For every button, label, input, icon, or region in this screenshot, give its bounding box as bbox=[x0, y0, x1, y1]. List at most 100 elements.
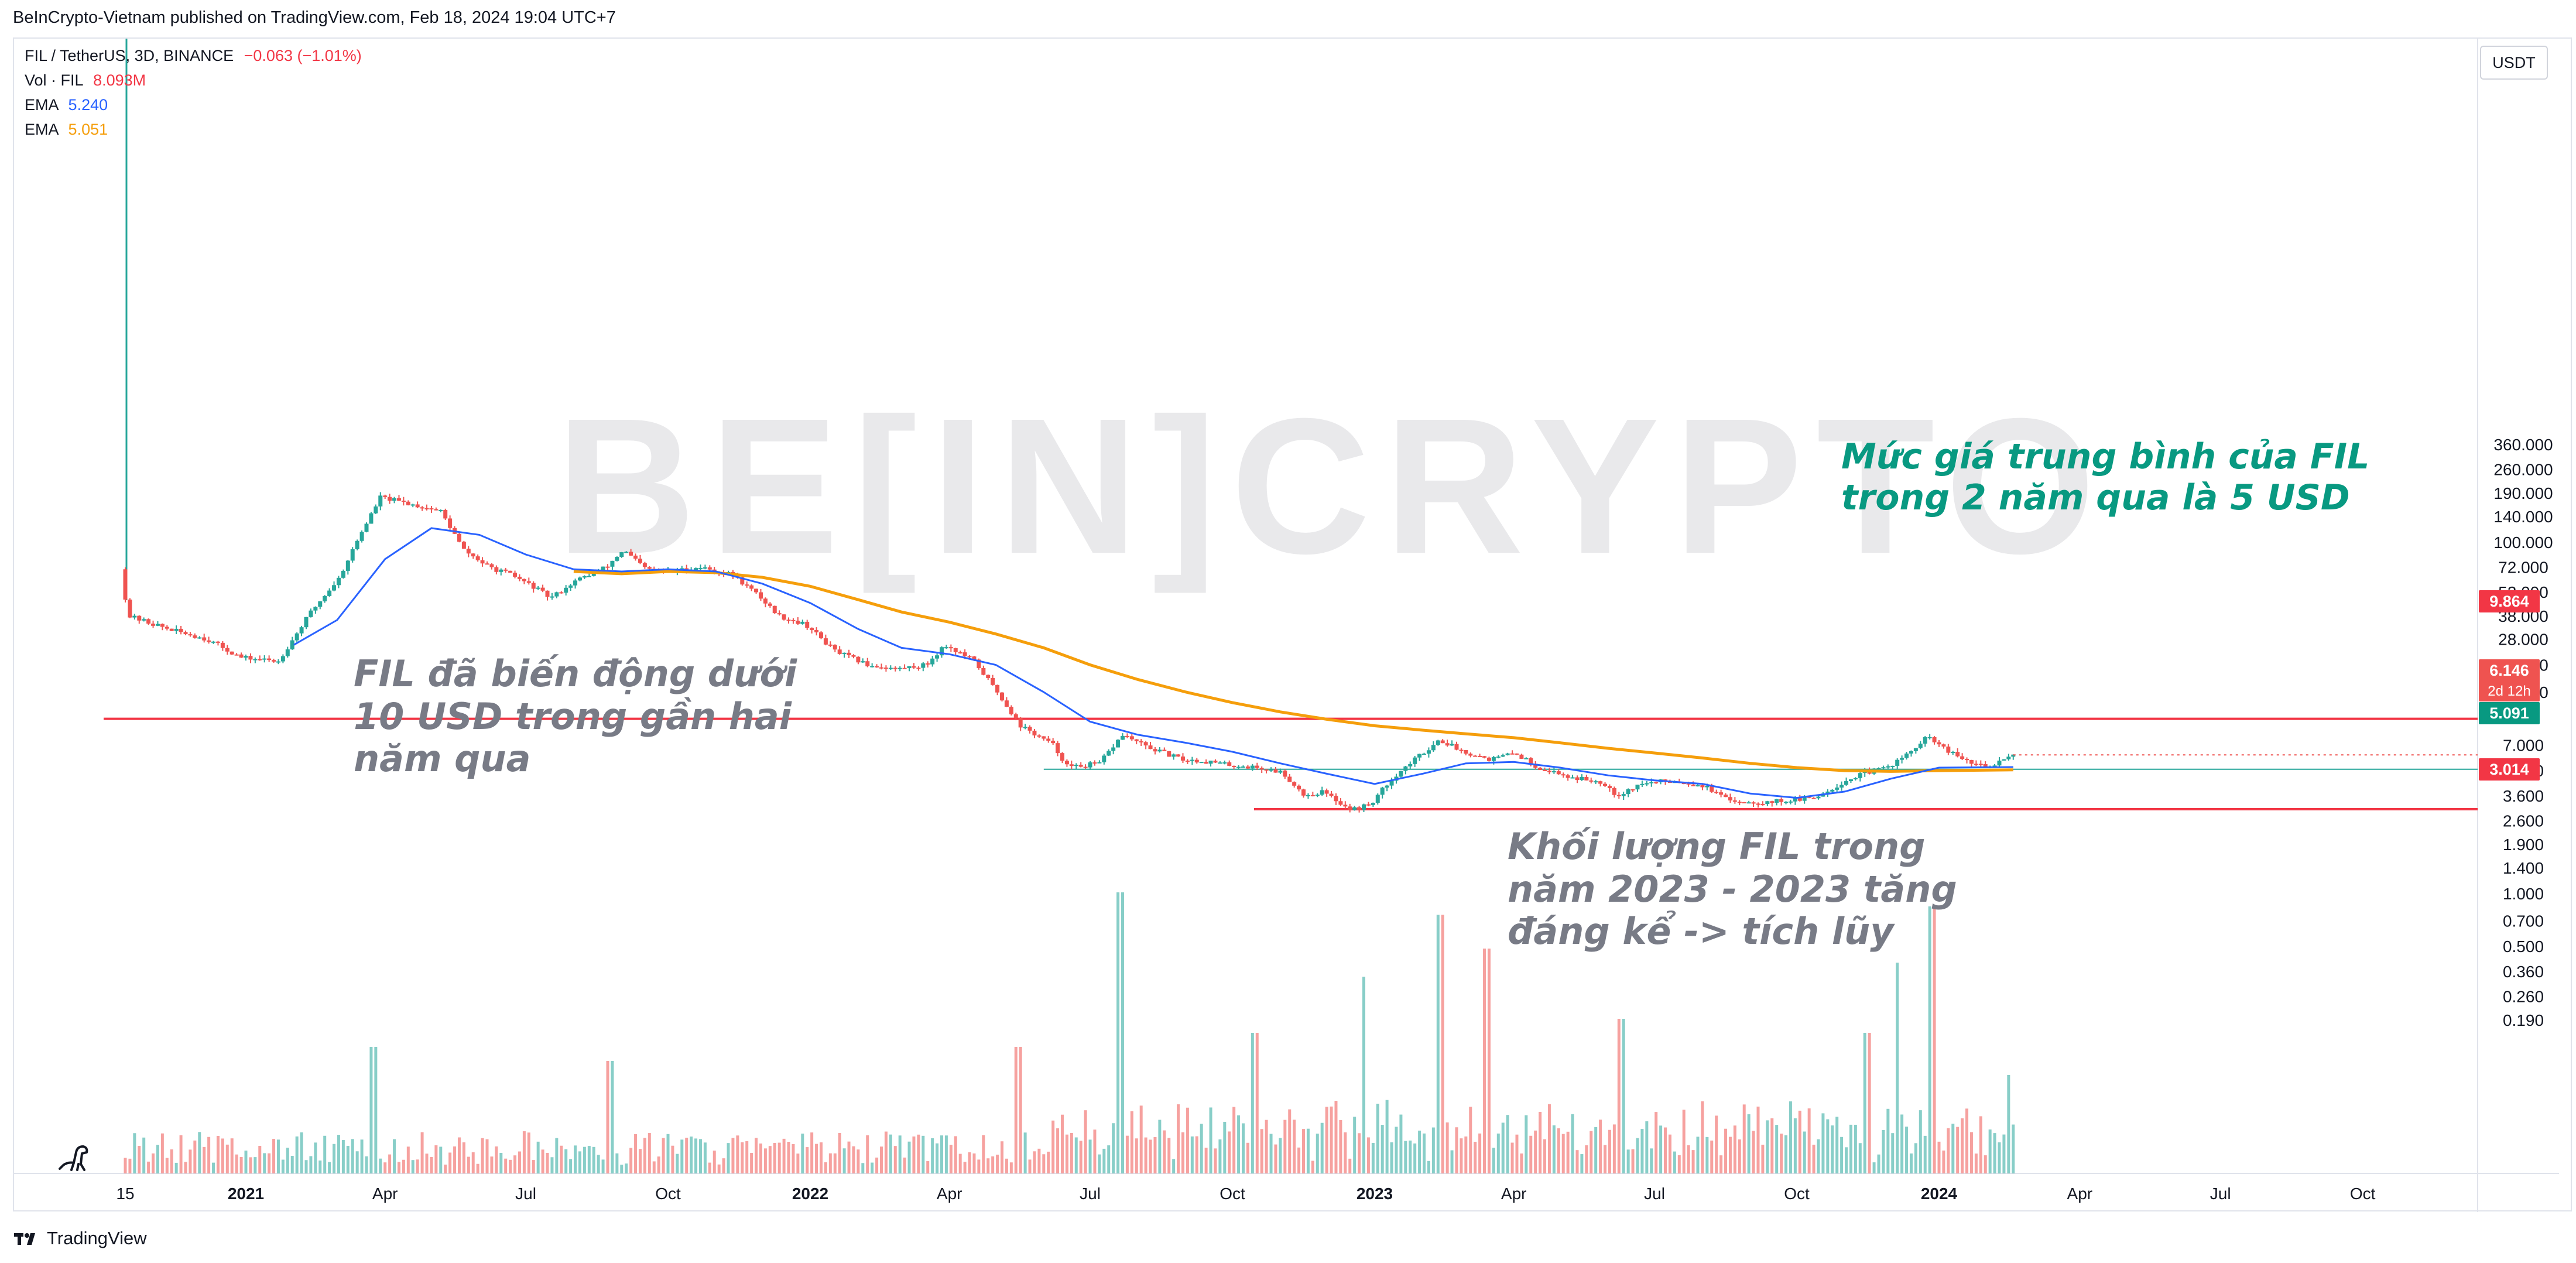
volume-bar[interactable] bbox=[1585, 1145, 1588, 1173]
candle-body[interactable] bbox=[865, 661, 870, 666]
candle-body[interactable] bbox=[1408, 764, 1413, 766]
candle-body[interactable] bbox=[383, 495, 388, 497]
candle-body[interactable] bbox=[1352, 807, 1357, 810]
volume-bar[interactable] bbox=[1682, 1110, 1686, 1173]
candle-body[interactable] bbox=[1199, 762, 1204, 764]
volume-bar[interactable] bbox=[694, 1138, 698, 1173]
volume-bar[interactable] bbox=[898, 1135, 902, 1173]
volume-bar[interactable] bbox=[1534, 1130, 1537, 1173]
candle-body[interactable] bbox=[1607, 786, 1612, 789]
volume-bar[interactable] bbox=[1687, 1145, 1690, 1173]
candle-body[interactable] bbox=[1121, 735, 1125, 740]
candle-body[interactable] bbox=[1078, 765, 1083, 767]
volume-bar[interactable] bbox=[1993, 1133, 1996, 1173]
volume-bar[interactable] bbox=[611, 1061, 614, 1173]
volume-bar[interactable] bbox=[142, 1137, 146, 1173]
candle-body[interactable] bbox=[2011, 754, 2016, 757]
candle-body[interactable] bbox=[610, 560, 615, 567]
candle-body[interactable] bbox=[313, 607, 318, 611]
candle-body[interactable] bbox=[1543, 770, 1547, 772]
volume-bar[interactable] bbox=[1084, 1110, 1087, 1173]
volume-bar[interactable] bbox=[1121, 892, 1125, 1173]
candle-body[interactable] bbox=[1570, 777, 1575, 779]
candle-body[interactable] bbox=[1241, 766, 1246, 768]
volume-bar[interactable] bbox=[722, 1158, 725, 1173]
candle-body[interactable] bbox=[1566, 775, 1570, 778]
candle-body[interactable] bbox=[1436, 740, 1440, 745]
candle-body[interactable] bbox=[828, 644, 833, 646]
volume-bar[interactable] bbox=[1441, 915, 1444, 1173]
volume-bar[interactable] bbox=[1358, 1133, 1361, 1173]
candle-body[interactable] bbox=[388, 497, 392, 501]
volume-bar[interactable] bbox=[1139, 1105, 1143, 1173]
candle-body[interactable] bbox=[1348, 806, 1352, 810]
candle-body[interactable] bbox=[1324, 790, 1329, 794]
candle-body[interactable] bbox=[1714, 792, 1719, 793]
candle-body[interactable] bbox=[285, 649, 290, 656]
candle-body[interactable] bbox=[1167, 751, 1171, 757]
candle-body[interactable] bbox=[513, 573, 518, 577]
candle-body[interactable] bbox=[902, 668, 907, 669]
volume-bar[interactable] bbox=[504, 1158, 508, 1173]
candle-body[interactable] bbox=[1900, 758, 1904, 760]
volume-bar[interactable] bbox=[1631, 1149, 1635, 1173]
volume-bar[interactable] bbox=[1547, 1104, 1551, 1173]
volume-bar[interactable] bbox=[518, 1151, 521, 1173]
candle-body[interactable] bbox=[1357, 807, 1362, 810]
candle-body[interactable] bbox=[531, 583, 536, 589]
volume-bar[interactable] bbox=[1487, 949, 1491, 1173]
volume-bar[interactable] bbox=[1237, 1115, 1241, 1173]
candle-body[interactable] bbox=[1965, 759, 1969, 761]
candle-body[interactable] bbox=[703, 567, 707, 569]
candle-body[interactable] bbox=[225, 648, 229, 652]
volume-bar[interactable] bbox=[1835, 1117, 1839, 1173]
volume-bar[interactable] bbox=[1640, 1129, 1644, 1173]
volume-bar[interactable] bbox=[796, 1154, 800, 1173]
candle-body[interactable] bbox=[768, 603, 772, 606]
candle-body[interactable] bbox=[1283, 771, 1287, 777]
candle-body[interactable] bbox=[1802, 796, 1807, 801]
candle-body[interactable] bbox=[1413, 757, 1417, 764]
volume-bar[interactable] bbox=[1474, 1141, 1477, 1173]
volume-bar[interactable] bbox=[152, 1153, 155, 1173]
volume-bar[interactable] bbox=[304, 1160, 308, 1173]
candle-body[interactable] bbox=[1853, 778, 1858, 779]
candle-body[interactable] bbox=[1375, 795, 1380, 803]
volume-bar[interactable] bbox=[546, 1152, 549, 1173]
candle-body[interactable] bbox=[1102, 755, 1107, 762]
volume-bar[interactable] bbox=[879, 1146, 883, 1173]
volume-bar[interactable] bbox=[1223, 1121, 1227, 1173]
candle-body[interactable] bbox=[1997, 760, 2002, 766]
volume-bar[interactable] bbox=[884, 1131, 888, 1173]
candle-body[interactable] bbox=[215, 641, 220, 643]
volume-bar[interactable] bbox=[281, 1159, 285, 1173]
volume-bar[interactable] bbox=[634, 1134, 638, 1173]
candle-body[interactable] bbox=[1417, 754, 1422, 758]
candle-body[interactable] bbox=[299, 627, 304, 634]
candle-body[interactable] bbox=[1746, 802, 1751, 804]
volume-bar[interactable] bbox=[1163, 1130, 1166, 1173]
volume-bar[interactable] bbox=[1436, 915, 1440, 1173]
candle-body[interactable] bbox=[1227, 762, 1232, 766]
candle-body[interactable] bbox=[1918, 744, 1923, 748]
candle-body[interactable] bbox=[369, 513, 374, 524]
candle-body[interactable] bbox=[1297, 785, 1301, 790]
candle-body[interactable] bbox=[280, 656, 285, 662]
volume-bar[interactable] bbox=[574, 1145, 577, 1173]
volume-bar[interactable] bbox=[1947, 1128, 1950, 1173]
volume-bar[interactable] bbox=[592, 1146, 595, 1173]
candle-body[interactable] bbox=[378, 495, 383, 506]
volume-bar[interactable] bbox=[1200, 1124, 1203, 1173]
volume-bar[interactable] bbox=[1112, 1123, 1115, 1173]
candle-body[interactable] bbox=[197, 637, 202, 639]
candle-body[interactable] bbox=[1612, 788, 1616, 795]
volume-bar[interactable] bbox=[741, 1142, 744, 1173]
volume-bar[interactable] bbox=[1691, 1150, 1695, 1173]
candle-body[interactable] bbox=[916, 668, 921, 669]
volume-bar[interactable] bbox=[1172, 1159, 1176, 1173]
candle-body[interactable] bbox=[1185, 760, 1190, 762]
candle-body[interactable] bbox=[1839, 785, 1844, 788]
volume-bar[interactable] bbox=[1858, 1143, 1862, 1173]
volume-bar[interactable] bbox=[1738, 1139, 1741, 1173]
volume-bar[interactable] bbox=[768, 1146, 772, 1173]
